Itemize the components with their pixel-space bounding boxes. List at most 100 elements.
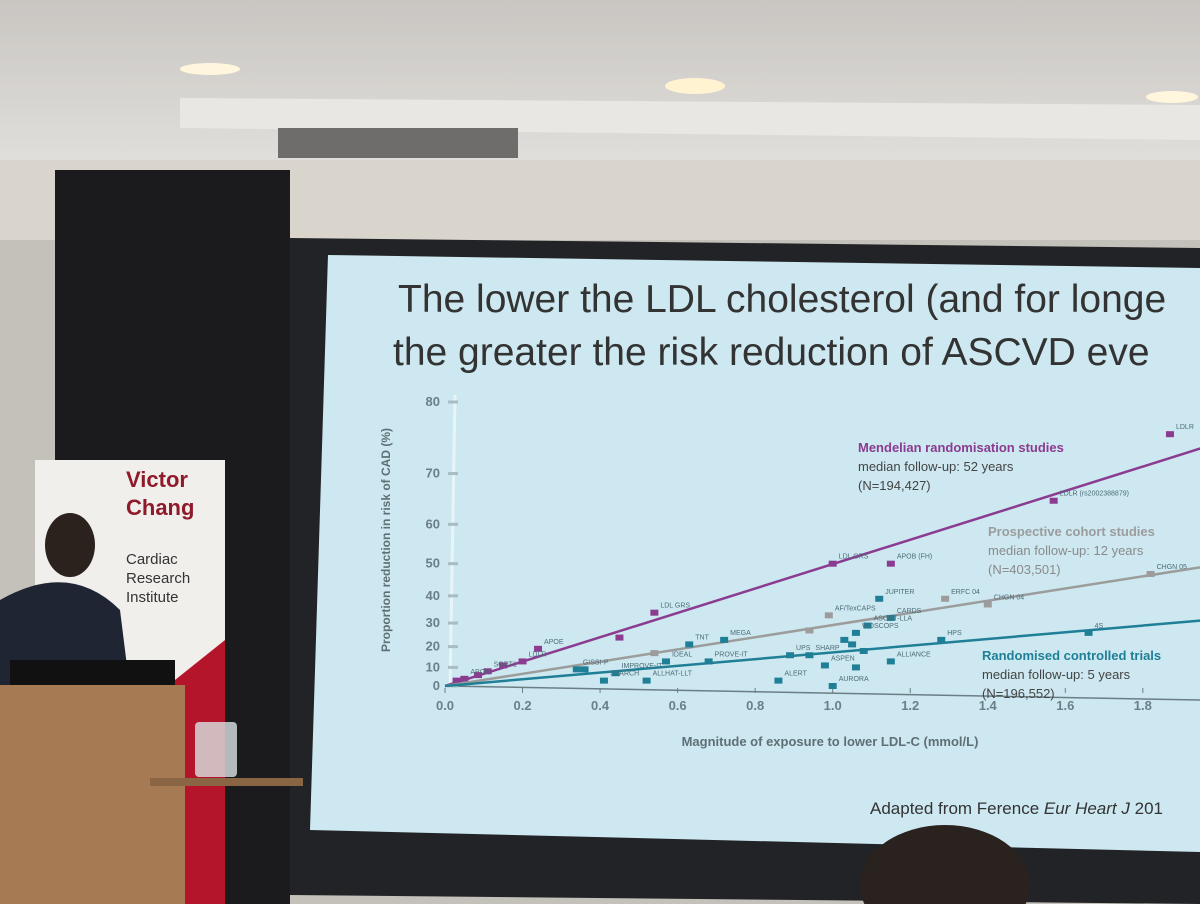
y-tick-label: 30 bbox=[426, 615, 440, 630]
point-label: ASPEN bbox=[831, 655, 855, 662]
y-tick-label: 40 bbox=[426, 588, 440, 603]
point-label: IMPROVE-IT bbox=[622, 663, 664, 670]
point-label: LDLR bbox=[529, 651, 547, 658]
point bbox=[704, 658, 713, 665]
point bbox=[851, 664, 860, 671]
point-label: TNT bbox=[695, 634, 709, 641]
point bbox=[824, 612, 833, 619]
point-label: ASCOT-LLA bbox=[874, 616, 913, 623]
banner-line: Chang bbox=[126, 495, 194, 520]
point-label: IDEAL bbox=[672, 651, 692, 658]
x-tick-label: 1.8 bbox=[1134, 698, 1152, 713]
x-tick-label: 1.2 bbox=[901, 698, 919, 713]
point bbox=[859, 647, 868, 654]
laptop bbox=[10, 660, 175, 685]
point bbox=[650, 609, 659, 616]
point bbox=[840, 636, 849, 643]
point-label: SHARP bbox=[815, 645, 839, 652]
point bbox=[774, 677, 783, 684]
y-tick-label: 50 bbox=[426, 556, 440, 571]
light bbox=[1146, 91, 1198, 103]
point bbox=[851, 629, 860, 636]
point bbox=[1146, 570, 1155, 577]
y-axis-title: Proportion reduction in risk of CAD (%) bbox=[379, 428, 393, 652]
legend-name: Mendelian randomisation studies bbox=[858, 440, 1064, 455]
speaker-head bbox=[45, 513, 95, 577]
x-tick-label: 0.6 bbox=[669, 698, 687, 713]
citation: Adapted from Ference Eur Heart J 201 bbox=[870, 799, 1163, 818]
slide-title: The lower the LDL cholesterol (and for l… bbox=[398, 278, 1166, 321]
point bbox=[650, 650, 659, 657]
point bbox=[820, 662, 829, 669]
point bbox=[518, 658, 527, 665]
banner-line: Cardiac bbox=[126, 551, 178, 568]
point bbox=[828, 683, 837, 689]
fit-line bbox=[444, 619, 1200, 688]
y-tick-label: 20 bbox=[426, 639, 440, 654]
point-label: ALLIANCE bbox=[897, 651, 931, 658]
fit-line bbox=[444, 566, 1200, 688]
citation-prefix: Adapted from Ference bbox=[870, 799, 1039, 818]
x-tick-label: 0.2 bbox=[513, 698, 531, 713]
grille bbox=[278, 128, 518, 158]
legend-followup: median follow-up: 12 years bbox=[988, 543, 1144, 558]
point-label: CHGN 04 bbox=[994, 594, 1024, 601]
point bbox=[534, 645, 543, 652]
podium bbox=[0, 685, 185, 904]
point-label: GISSI-P bbox=[583, 659, 609, 666]
slide bbox=[310, 255, 1200, 852]
banner-line: Victor bbox=[126, 467, 188, 492]
point bbox=[786, 652, 795, 659]
legend-name: Prospective cohort studies bbox=[988, 524, 1155, 539]
light bbox=[180, 63, 240, 75]
legend-followup: median follow-up: 52 years bbox=[858, 459, 1014, 474]
point-label: CHGN 05 bbox=[1157, 564, 1187, 571]
y-tick-label: 10 bbox=[426, 659, 440, 674]
x-tick-label: 1.6 bbox=[1056, 698, 1074, 713]
point bbox=[886, 560, 895, 567]
point bbox=[1165, 431, 1174, 438]
x-tick-label: 0.8 bbox=[746, 698, 764, 713]
point-label: WOSCOPS bbox=[862, 623, 899, 630]
point-label: JUPITER bbox=[885, 589, 914, 596]
citation-journal: Eur Heart J bbox=[1044, 799, 1130, 818]
x-axis-title: Magnitude of exposure to lower LDL-C (mm… bbox=[682, 734, 979, 749]
point bbox=[452, 677, 461, 684]
point-label: CARDS bbox=[897, 608, 922, 615]
point bbox=[886, 614, 895, 621]
point bbox=[580, 666, 589, 673]
point bbox=[1084, 629, 1093, 636]
point-label: ALERT bbox=[784, 671, 807, 678]
point bbox=[499, 662, 508, 669]
point bbox=[572, 666, 581, 673]
point bbox=[983, 601, 992, 608]
x-tick-label: 0.0 bbox=[436, 698, 454, 713]
point bbox=[642, 677, 651, 684]
point bbox=[941, 595, 950, 602]
slide-title: the greater the risk reduction of ASCVD … bbox=[393, 331, 1150, 374]
point-label: ALLHAT-LLT bbox=[653, 671, 693, 678]
point bbox=[661, 658, 670, 665]
ceiling bbox=[0, 0, 1200, 165]
point-label: AURORA bbox=[839, 676, 869, 683]
point-label: APO9 bbox=[470, 669, 489, 676]
point bbox=[460, 675, 469, 682]
point-label: LDLR bbox=[1176, 424, 1194, 431]
banner-line: Research bbox=[126, 570, 190, 587]
point-label: APOE bbox=[544, 639, 564, 646]
x-axis bbox=[444, 685, 1200, 701]
point bbox=[937, 636, 946, 643]
x-tick-label: 1.4 bbox=[979, 698, 998, 713]
x-tick-label: 0.4 bbox=[591, 698, 610, 713]
point-label: SORT1 bbox=[494, 661, 517, 668]
audience-head bbox=[860, 825, 1030, 904]
y-tick-label: 0 bbox=[433, 678, 440, 693]
point bbox=[473, 672, 482, 679]
light bbox=[665, 78, 725, 94]
fit-line bbox=[444, 447, 1200, 688]
x-tick-label: 1.0 bbox=[824, 698, 842, 713]
banner-line: Institute bbox=[126, 589, 179, 606]
point bbox=[848, 641, 857, 648]
